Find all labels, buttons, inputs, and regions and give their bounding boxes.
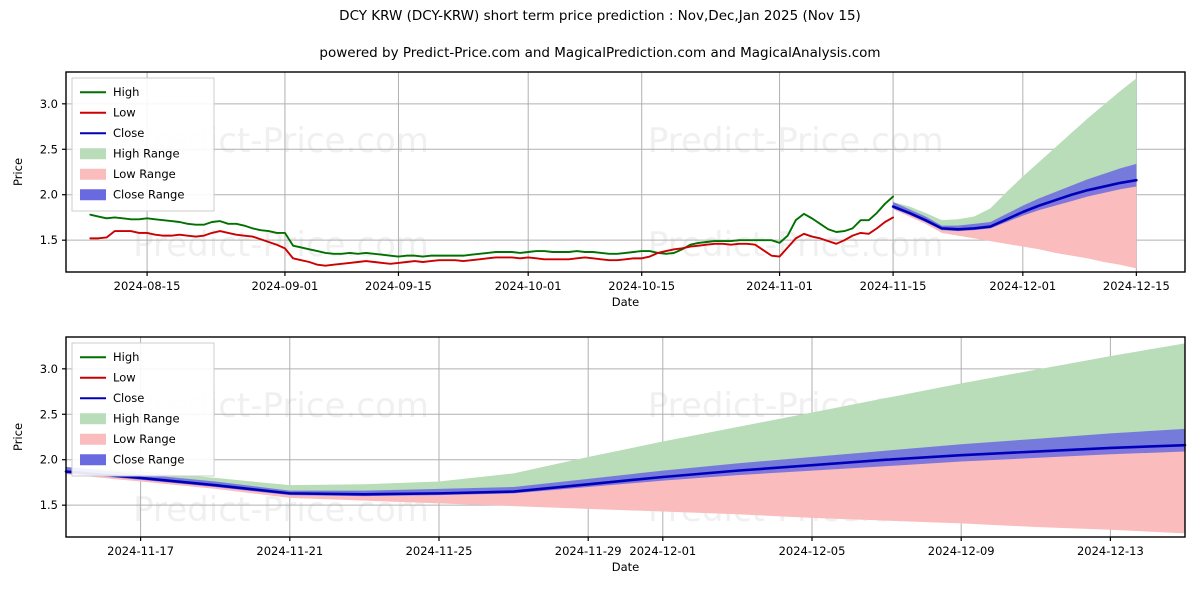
- legend-label: Close Range: [113, 187, 184, 201]
- legend-label: Low Range: [113, 167, 176, 181]
- close-line: [64, 443, 1187, 496]
- x-tick-label: 2024-09-01: [252, 279, 319, 293]
- legend-item: High Range: [80, 146, 180, 160]
- legend-item: High: [80, 350, 139, 364]
- x-tick-label: 2024-12-01: [989, 279, 1056, 293]
- y-tick-label: 2.5: [40, 407, 58, 421]
- x-tick-label: 2024-08-15: [114, 279, 181, 293]
- y-tick-label: 2.5: [40, 142, 58, 156]
- x-tick-label: 2024-12-09: [928, 544, 995, 558]
- legend-label: Close Range: [113, 452, 184, 466]
- x-tick-label: 2024-11-17: [107, 544, 174, 558]
- legend-item: Close: [80, 391, 144, 405]
- y-axis-label: Price: [11, 423, 25, 451]
- y-tick-label: 3.0: [40, 97, 58, 111]
- legend-item: Close Range: [80, 452, 184, 466]
- legend-item: Close Range: [80, 187, 184, 201]
- y-tick-label: 2.0: [40, 188, 58, 202]
- legend-label: Low: [113, 105, 136, 119]
- close-range-band: [893, 163, 1137, 232]
- x-tick-label: 2024-11-25: [406, 544, 473, 558]
- legend-fill-swatch: [80, 433, 106, 445]
- plot-frame: [65, 71, 1186, 273]
- x-tick-label: 2024-11-15: [860, 279, 927, 293]
- x-tick-label: 2024-12-15: [1103, 279, 1170, 293]
- legend-item: Low Range: [80, 432, 176, 446]
- y-tick-label: 1.5: [40, 233, 58, 247]
- x-tick-label: 2024-12-13: [1077, 544, 1144, 558]
- watermark-text: Predict-Price.com: [648, 121, 944, 161]
- legend-label: Close: [113, 126, 144, 140]
- legend: High Low Close High Range Low Range Close Ran…: [71, 342, 215, 477]
- figure-subtitle: powered by Predict-Price.com and Magical…: [319, 45, 881, 61]
- legend-box: [71, 77, 215, 212]
- legend-label: High: [113, 85, 139, 99]
- y-tick-label: 2.0: [40, 453, 58, 467]
- legend-fill-swatch: [80, 148, 106, 160]
- legend-label: High Range: [113, 411, 180, 425]
- legend-item: Low: [80, 370, 136, 384]
- legend-fill-swatch: [80, 413, 106, 425]
- legend-label: High: [113, 350, 139, 364]
- close-line: [891, 178, 1138, 231]
- x-tick-label: 2024-09-15: [365, 279, 432, 293]
- y-axis-label: Price: [11, 158, 25, 186]
- legend-label: Low: [113, 370, 136, 384]
- low-range-band: [893, 180, 1137, 269]
- low-line: [89, 216, 895, 267]
- legend-item: High: [80, 85, 139, 99]
- top-chart: Predict-Price.com Predict-Price.comPredic…: [11, 71, 1186, 309]
- legend-box: [71, 342, 215, 477]
- legend-item: Low Range: [80, 167, 176, 181]
- bottom-chart: Predict-Price.com Predict-Price.comPredic…: [11, 336, 1187, 574]
- legend-item: Low: [80, 105, 136, 119]
- legend: High Low Close High Range Low Range Close Ran…: [71, 77, 215, 212]
- legend-label: Close: [113, 391, 144, 405]
- x-tick-label: 2024-11-01: [746, 279, 813, 293]
- legend-fill-swatch: [80, 454, 106, 466]
- legend-item: Close: [80, 126, 144, 140]
- x-tick-label: 2024-12-01: [629, 544, 696, 558]
- legend-fill-swatch: [80, 189, 106, 201]
- x-tick-label: 2024-12-05: [779, 544, 846, 558]
- figure-title: DCY KRW (DCY-KRW) short term price predi…: [339, 8, 861, 24]
- x-axis-label: Date: [612, 560, 640, 574]
- x-axis-label: Date: [612, 295, 640, 309]
- plot-frame: [65, 336, 1186, 538]
- x-tick-label: 2024-10-01: [495, 279, 562, 293]
- x-tick-label: 2024-10-15: [608, 279, 675, 293]
- y-tick-label: 3.0: [40, 362, 58, 376]
- legend-fill-swatch: [80, 168, 106, 180]
- high-line: [89, 195, 895, 258]
- low-range-band: [66, 445, 1185, 534]
- close-range-band: [66, 428, 1185, 497]
- x-tick-label: 2024-11-29: [555, 544, 622, 558]
- y-tick-label: 1.5: [40, 498, 58, 512]
- x-tick-label: 2024-11-21: [256, 544, 323, 558]
- legend-label: Low Range: [113, 432, 176, 446]
- legend-label: High Range: [113, 146, 180, 160]
- watermark-text: Predict-Price.com: [133, 225, 429, 265]
- legend-item: High Range: [80, 411, 180, 425]
